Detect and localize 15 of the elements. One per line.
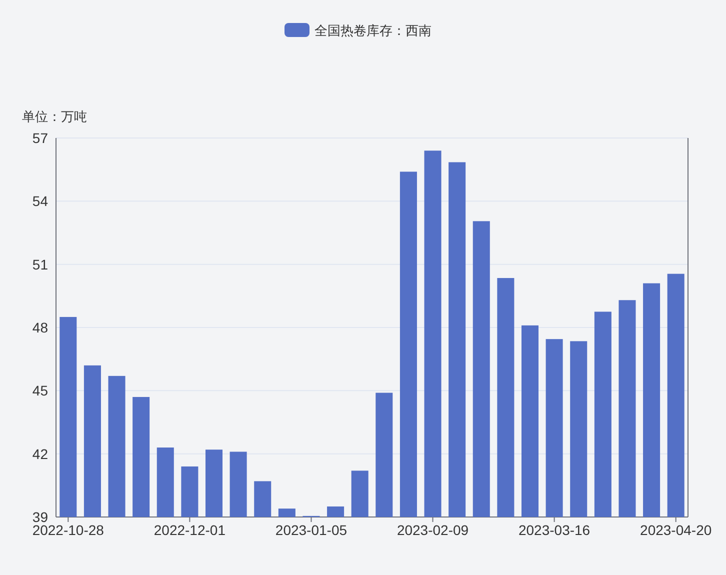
x-tick-label: 2023-04-20 [640, 522, 712, 538]
x-tick-label: 2023-02-09 [396, 522, 469, 538]
x-tick-label: 2022-12-01 [154, 522, 226, 538]
y-tick-label: 54 [32, 193, 48, 210]
y-tick-label: 39 [32, 509, 48, 525]
y-axis-title: 单位：万吨 [22, 109, 87, 124]
x-tick-label: 2023-01-05 [275, 522, 348, 538]
y-tick-label: 51 [32, 256, 48, 272]
y-tick-label: 48 [32, 320, 48, 336]
x-tick-label: 2023-03-16 [518, 522, 590, 538]
y-tick-label: 42 [32, 446, 48, 462]
x-tick-label: 2022-10-28 [32, 522, 104, 538]
legend-label: 全国热卷库存：西南 [314, 23, 432, 38]
y-tick-label: 57 [32, 130, 48, 146]
y-tick-label: 45 [32, 382, 48, 399]
